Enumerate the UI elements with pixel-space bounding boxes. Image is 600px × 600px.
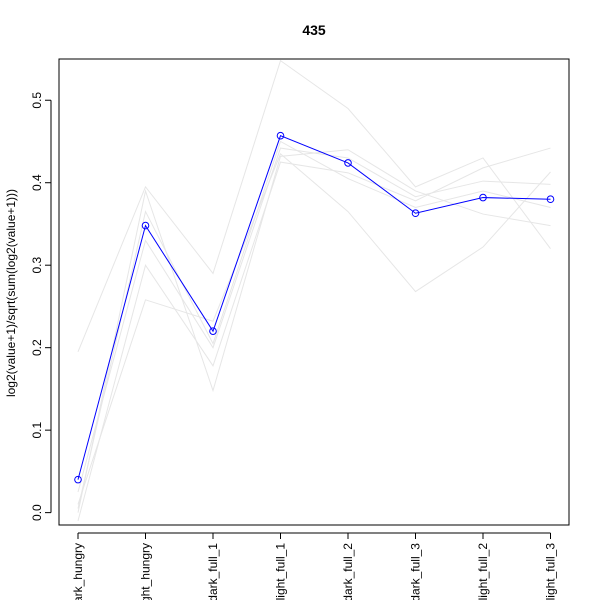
y-tick-label: 0.0 [30, 504, 44, 521]
y-tick-label: 0.4 [30, 174, 44, 191]
data-point-light_full_1 [276, 131, 285, 140]
background-series-line-1 [77, 59, 551, 352]
x-axis: ark_hungry ght_hungry dark_full_1 light_ful… [71, 532, 558, 600]
y-tick-label: 0.1 [30, 421, 44, 438]
background-series-line-6 [77, 140, 551, 509]
data-point-dark_hungry [74, 475, 82, 484]
background-series-group [77, 59, 551, 522]
x-tick-label-light_full_1: light_full_1 [274, 543, 288, 600]
y-tick-label: 0.5 [30, 92, 44, 109]
data-point-dark_full_3 [411, 209, 420, 218]
background-series-line-5 [77, 147, 551, 493]
background-series-line-2 [77, 153, 551, 505]
y-tick-label: 0.2 [30, 339, 44, 356]
highlight-series-line [77, 135, 551, 480]
data-point-dark_full_1 [209, 327, 217, 335]
highlight-series-group [74, 131, 555, 484]
data-point-light_hungry [141, 221, 150, 230]
x-tick-label-dark_full_2: dark_full_2 [341, 543, 355, 600]
plot-frame [58, 58, 570, 526]
data-point-light_full_2 [479, 193, 487, 202]
y-axis-label: log2(value+1)/sqrt(sum(log2(value+1))) [4, 189, 18, 397]
background-series-line-3 [77, 149, 551, 513]
data-point-light_full_3 [546, 195, 555, 204]
y-tick-label: 0.3 [30, 257, 44, 274]
x-tick-label-dark_hungry: ark_hungry [71, 543, 85, 600]
x-tick-label-dark_full_3: dark_full_3 [409, 543, 423, 600]
x-tick-label-light_hungry: ght_hungry [139, 543, 153, 600]
y-axis: 0.0 0.1 0.2 0.3 0.4 0.5 [30, 92, 52, 521]
x-tick-label-dark_full_1: dark_full_1 [206, 543, 220, 600]
data-point-dark_full_2 [344, 159, 352, 167]
x-tick-label-light_full_3: light_full_3 [544, 543, 558, 600]
x-tick-label-light_full_2: light_full_2 [476, 543, 490, 600]
chart-title: 435 [302, 22, 326, 38]
background-series-line-4 [77, 147, 551, 522]
